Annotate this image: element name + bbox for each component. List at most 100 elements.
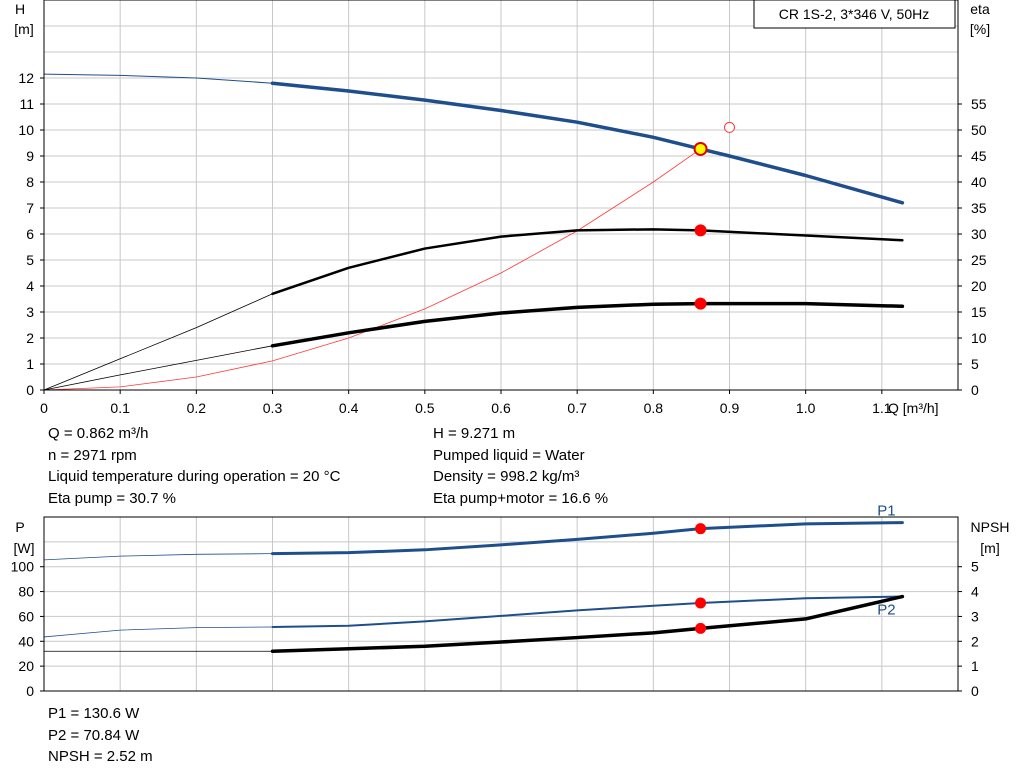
x-tick-label: 0.6 xyxy=(491,400,511,416)
eta-pump-motor-duty-marker xyxy=(694,297,707,310)
p1-duty-marker xyxy=(695,523,707,535)
x-tick-label: 0.5 xyxy=(415,400,435,416)
eta-pump-curve xyxy=(271,228,904,296)
y2-tick-label: 25 xyxy=(971,252,987,268)
p1-curve xyxy=(271,521,904,556)
eta-pump-motor-value: Eta pump+motor = 16.6 % xyxy=(433,489,609,507)
y-tick-label: 2 xyxy=(26,330,34,346)
system-curve xyxy=(43,148,701,391)
duty-info-right: H = 9.271 m Pumped liquid = Water Densit… xyxy=(433,423,608,509)
head-value: H = 9.271 m xyxy=(433,425,516,442)
npsh-tick-label: 4 xyxy=(971,584,979,600)
eta-pump-motor-curve xyxy=(270,301,905,348)
y2-tick-label: 0 xyxy=(971,382,979,398)
pumped-liquid-value: Pumped liquid = Water xyxy=(433,446,585,464)
flow-value: Q = 0.862 m³/h xyxy=(48,425,149,442)
bottom-chart-curves: P1 P2 xyxy=(43,503,905,653)
eta-pump-value: Eta pump = 30.7 % xyxy=(48,489,176,507)
eta-pump-curve-low-flow xyxy=(43,293,273,391)
qh-curve-low-flow xyxy=(43,73,273,84)
p2-duty-marker xyxy=(695,597,707,609)
npsh-curve xyxy=(270,594,905,653)
bottom-plot-frame xyxy=(43,516,959,692)
duty-info-bottom: P1 = 130.6 W P2 = 70.84 W NPSH = 2.52 m xyxy=(48,703,153,768)
p2-series-label: P2 xyxy=(877,602,895,619)
x-tick-label: 1.1 xyxy=(872,400,892,416)
x-tick-label: 0.7 xyxy=(567,400,587,416)
chart-title: CR 1S-2, 3*346 V, 50Hz xyxy=(779,6,929,22)
p-tick-label: 80 xyxy=(18,584,34,600)
y2-axis-unit-eta: [%] xyxy=(970,21,990,37)
x-tick-label: 0.2 xyxy=(187,400,207,416)
liquid-temperature-value: Liquid temperature during operation = 20… xyxy=(48,468,341,485)
npsh-tick-label: 0 xyxy=(971,683,979,699)
top-plot-frame xyxy=(43,0,959,391)
x-tick-label: 0.3 xyxy=(263,400,283,416)
y2-axis-unit-npsh: [m] xyxy=(980,540,999,556)
density-value: Density = 998.2 kg/m³ xyxy=(433,468,580,485)
y2-tick-label: 20 xyxy=(971,278,987,294)
p1-curve-low-flow xyxy=(43,553,273,561)
y-axis-label-h: H xyxy=(15,1,25,17)
x-tick-label: 0.1 xyxy=(110,400,130,416)
y2-tick-label: 35 xyxy=(971,200,987,216)
qh-curve xyxy=(270,81,905,205)
y2-tick-label: 55 xyxy=(971,96,987,112)
p-tick-label: 100 xyxy=(11,559,35,575)
y-tick-label: 12 xyxy=(18,70,34,86)
x-tick-label: 0.8 xyxy=(644,400,664,416)
x-tick-label: 0 xyxy=(40,400,48,416)
y-axis-label-p: P xyxy=(15,519,24,535)
top-chart-curves xyxy=(43,73,905,391)
y2-tick-label: 30 xyxy=(971,226,987,242)
npsh-value: NPSH = 2.52 m xyxy=(48,748,153,765)
y-axis-unit-p: [W] xyxy=(14,540,35,556)
y2-tick-label: 5 xyxy=(971,356,979,372)
y-axis-unit-h: [m] xyxy=(14,21,33,37)
y-tick-label: 3 xyxy=(26,304,34,320)
y-tick-label: 0 xyxy=(26,382,34,398)
p2-curve-low-flow xyxy=(43,626,273,638)
p-tick-label: 40 xyxy=(18,633,34,649)
p-tick-label: 0 xyxy=(26,683,34,699)
y-tick-label: 9 xyxy=(26,148,34,164)
x-tick-label: 1.0 xyxy=(796,400,816,416)
reference-point-marker xyxy=(724,121,735,133)
y2-tick-label: 40 xyxy=(971,174,987,190)
x-tick-label: 0.4 xyxy=(339,400,359,416)
bottom-chart-tick-labels: 0 20 40 60 80 100 0 1 2 3 4 5 xyxy=(11,559,979,699)
x-tick-label: 0.9 xyxy=(720,400,740,416)
speed-value: n = 2971 rpm xyxy=(48,446,137,464)
y-tick-label: 6 xyxy=(26,226,34,242)
y-tick-label: 1 xyxy=(26,356,34,372)
top-chart-grid xyxy=(44,0,958,390)
p1-series-label: P1 xyxy=(877,503,895,520)
y2-tick-label: 15 xyxy=(971,304,987,320)
y2-tick-label: 50 xyxy=(971,122,987,138)
npsh-duty-marker xyxy=(695,622,707,634)
y2-tick-label: 10 xyxy=(971,330,987,346)
y-tick-label: 11 xyxy=(19,96,34,112)
npsh-tick-label: 5 xyxy=(971,559,979,575)
y-tick-label: 4 xyxy=(26,278,34,294)
y2-axis-label-npsh: NPSH xyxy=(971,519,1010,535)
y2-axis-label-eta: eta xyxy=(970,1,990,17)
bottom-chart-grid xyxy=(44,517,958,691)
p-tick-label: 20 xyxy=(18,658,34,674)
p1-value: P1 = 130.6 W xyxy=(48,705,140,722)
chart-title-box xyxy=(753,0,956,29)
npsh-tick-label: 3 xyxy=(971,608,979,624)
y2-tick-label: 45 xyxy=(971,148,987,164)
y-tick-label: 5 xyxy=(26,252,34,268)
p-tick-label: 60 xyxy=(18,608,34,624)
top-chart-tick-labels: 0 0.1 0.2 0.3 0.4 0.5 0.6 0.7 0.8 0.9 1.0 1.1012345… xyxy=(18,70,986,416)
p2-curve xyxy=(271,595,904,628)
eta-pump-duty-marker xyxy=(694,224,707,237)
duty-info-left: Q = 0.862 m³/h n = 2971 rpm Liquid tempe… xyxy=(48,423,340,509)
p2-value: P2 = 70.84 W xyxy=(48,726,140,744)
y-tick-label: 8 xyxy=(26,174,34,190)
npsh-tick-label: 2 xyxy=(971,633,979,649)
eta-pump-motor-curve-low-flow xyxy=(43,345,273,391)
duty-point-marker xyxy=(693,141,708,156)
